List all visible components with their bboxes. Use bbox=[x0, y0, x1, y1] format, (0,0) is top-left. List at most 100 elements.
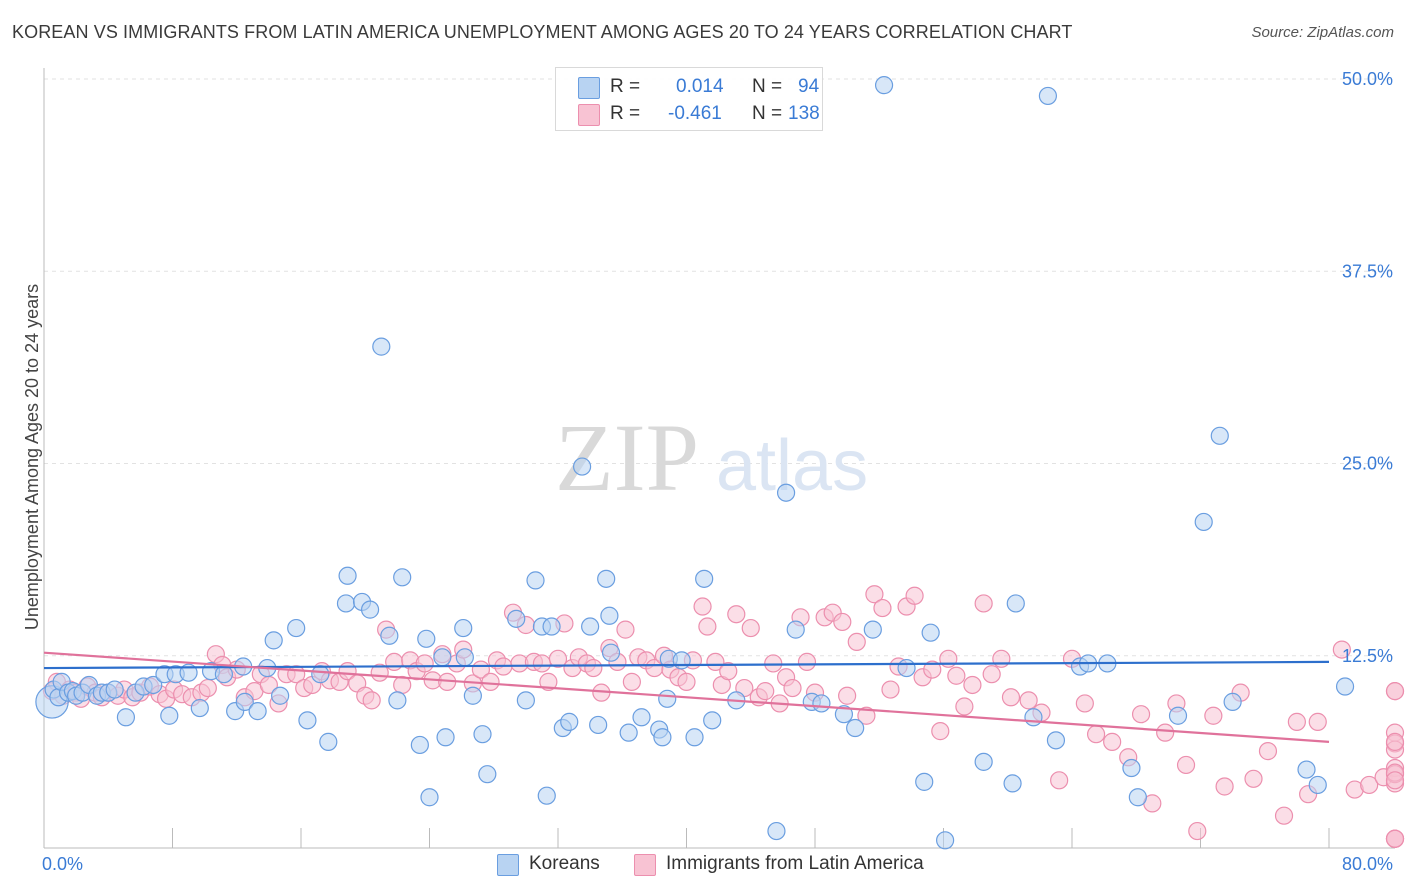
korean-point bbox=[311, 665, 330, 684]
latin-america-point bbox=[1287, 712, 1306, 731]
korean-point bbox=[298, 711, 317, 730]
korean-point bbox=[1046, 731, 1066, 750]
latin-america-point bbox=[847, 632, 866, 652]
korean-point bbox=[271, 686, 290, 705]
stats-legend: R = 0.014 N = 94 R = -0.461 N = 138 bbox=[555, 67, 823, 131]
korean-point bbox=[560, 712, 579, 731]
korean-point bbox=[264, 631, 283, 650]
latin-america-point bbox=[838, 686, 857, 705]
korean-point bbox=[473, 725, 492, 744]
korean-point bbox=[1024, 708, 1043, 727]
latin-america-point bbox=[1103, 732, 1122, 751]
latin-america-point bbox=[698, 617, 717, 636]
korean-point bbox=[600, 606, 619, 625]
korean-point bbox=[516, 691, 535, 710]
korean-point bbox=[478, 765, 497, 784]
legend-n-value: 138 bbox=[788, 103, 820, 124]
korean-point bbox=[767, 821, 786, 841]
latin-america-point bbox=[982, 665, 1001, 684]
latin-america-point bbox=[198, 678, 217, 698]
latin-america-point bbox=[1360, 775, 1379, 795]
latin-america-point bbox=[857, 706, 876, 725]
y-tick-label: 50.0% bbox=[1342, 69, 1393, 89]
latin-america-point bbox=[783, 678, 802, 698]
korean-point bbox=[287, 618, 306, 638]
latin-america-point bbox=[719, 662, 738, 681]
latin-america-point bbox=[727, 605, 746, 624]
korean-point bbox=[1128, 788, 1147, 807]
latin-america-point bbox=[947, 666, 966, 685]
koreans-legend-label: Koreans bbox=[529, 853, 600, 874]
latin-america-point bbox=[1075, 694, 1094, 713]
korean-point bbox=[235, 692, 254, 711]
korean-point bbox=[455, 648, 474, 667]
latin-america-point bbox=[1385, 682, 1405, 701]
korean-point bbox=[380, 626, 399, 645]
korean-point bbox=[812, 694, 831, 713]
x-tick-label-min: 0.0% bbox=[42, 854, 83, 874]
latin-america-point bbox=[955, 697, 974, 716]
korean-point bbox=[336, 594, 356, 613]
series-koreans bbox=[35, 76, 1355, 850]
grid-layer bbox=[44, 78, 1395, 657]
y-tick-label: 12.5% bbox=[1342, 646, 1393, 666]
korean-point bbox=[581, 617, 600, 636]
latin-america-point bbox=[741, 618, 760, 638]
latin-america-point bbox=[1215, 777, 1234, 796]
latin-america-point bbox=[1050, 771, 1069, 790]
latin-america-point bbox=[1131, 705, 1151, 724]
korean-point bbox=[632, 708, 651, 727]
korean-point bbox=[420, 788, 439, 807]
watermark: ZIP atlas bbox=[555, 404, 868, 511]
korean-point bbox=[105, 680, 124, 699]
korean-point bbox=[372, 337, 391, 356]
latin-america-point bbox=[923, 660, 942, 679]
korean-point bbox=[388, 691, 407, 710]
latin-america-point bbox=[1176, 755, 1196, 775]
x-tick-label-max: 80.0% bbox=[1342, 854, 1393, 874]
korean-point bbox=[160, 706, 179, 725]
tick-label-layer: 12.5% 25.0% 37.5% 50.0% 0.0% 80.0% bbox=[42, 69, 1393, 874]
korean-point bbox=[1223, 692, 1242, 711]
latin-america-point bbox=[677, 672, 696, 691]
latin-america-point bbox=[1086, 725, 1106, 744]
latin-america-point bbox=[1274, 806, 1294, 825]
korean-point bbox=[537, 786, 556, 805]
korean-point bbox=[507, 609, 526, 628]
korean-point bbox=[672, 651, 691, 670]
korean-point bbox=[685, 728, 704, 747]
korean-point bbox=[410, 735, 429, 755]
korean-point bbox=[454, 618, 473, 638]
trend-layer bbox=[43, 651, 1330, 743]
korean-point bbox=[589, 715, 608, 735]
korean-point bbox=[1006, 594, 1025, 613]
korean-point bbox=[601, 643, 621, 662]
legend-r-value: 0.014 bbox=[676, 76, 724, 97]
korean-point bbox=[248, 702, 267, 721]
koreans-legend-swatch bbox=[497, 854, 519, 876]
korean-point bbox=[360, 600, 380, 619]
latin-america-point bbox=[548, 649, 568, 668]
latin-america-point bbox=[693, 597, 712, 616]
korean-point bbox=[863, 620, 882, 639]
korean-point bbox=[1038, 86, 1058, 106]
legend-n-value: 94 bbox=[798, 76, 820, 97]
korean-point bbox=[190, 698, 209, 718]
legend-r-label: R = bbox=[610, 103, 641, 124]
latin-america-swatch bbox=[578, 104, 600, 126]
latin-america-point bbox=[881, 680, 900, 699]
latin-america-point bbox=[706, 652, 725, 672]
latin-america-point bbox=[584, 658, 603, 678]
korean-point bbox=[834, 705, 854, 724]
korean-point bbox=[542, 617, 561, 636]
korean-point bbox=[619, 723, 638, 742]
korean-point bbox=[1297, 760, 1316, 779]
korean-point bbox=[703, 711, 722, 730]
source-label: Source: ZipAtlas.com bbox=[1251, 24, 1394, 41]
koreans-swatch bbox=[578, 77, 600, 99]
korean-point bbox=[695, 569, 714, 588]
legend-r-label: R = bbox=[610, 76, 641, 97]
latin-america-point bbox=[1204, 706, 1223, 725]
korean-point bbox=[1335, 677, 1355, 696]
